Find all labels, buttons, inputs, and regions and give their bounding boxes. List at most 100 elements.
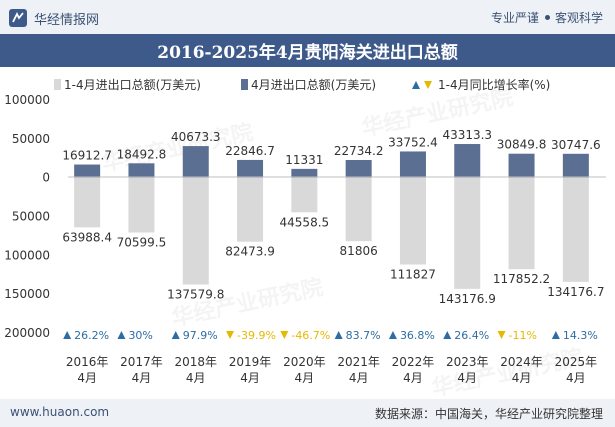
legend-swatch-month — [241, 79, 248, 90]
x-tick-label-month: 4月 — [77, 371, 97, 385]
month-value-label: 11331 — [285, 153, 323, 167]
cumulative-bar — [345, 177, 372, 242]
month-value-label: 40673.3 — [171, 130, 221, 144]
y-tick-label: 200000 — [4, 326, 50, 340]
footer-source: 数据来源：中国海关，华经产业研究院整理 — [374, 407, 603, 421]
month-bar — [562, 153, 589, 178]
growth-rate-label: 30% — [128, 329, 152, 342]
growth-rate-label: 36.8% — [400, 329, 435, 342]
cumulative-value-label: 111827 — [390, 268, 436, 282]
cumulative-bar — [562, 177, 589, 282]
y-axis: 100000 50000 0 50000 100000 150000 200000 — [4, 93, 50, 340]
growth-down-triangle-icon — [226, 331, 235, 339]
data-labels: 16912.7 63988.4 18492.8 70599.5 40673.3 13757… — [62, 128, 604, 306]
month-value-label: 43313.3 — [442, 128, 492, 142]
month-bar — [182, 146, 209, 178]
x-tick-label-month: 4月 — [566, 371, 586, 385]
slogan: 专业严谨 客观科学 — [491, 9, 603, 26]
month-value-label: 22846.7 — [225, 144, 275, 158]
x-tick-label-month: 4月 — [240, 371, 260, 385]
legend-label-month: 4月进出口总额(万美元) — [251, 78, 376, 92]
growth-down-triangle-icon — [497, 331, 506, 339]
growth-up-triangle-icon — [334, 331, 343, 339]
growth-rate-label: -46.7% — [291, 329, 330, 342]
x-tick-label-month: 4月 — [457, 371, 477, 385]
month-bar — [237, 159, 264, 178]
y-tick-label: 150000 — [4, 287, 50, 301]
cumulative-value-label: 63988.4 — [62, 230, 112, 244]
x-tick-label-year: 2019年 — [229, 355, 272, 369]
x-tick-label-month: 4月 — [512, 371, 532, 385]
x-tick-label-month: 4月 — [349, 371, 369, 385]
slogan-right: 客观科学 — [554, 11, 603, 25]
month-value-label: 30849.8 — [497, 138, 547, 152]
top-bar: 华经情报网 专业严谨 客观科学 — [0, 0, 615, 34]
cumulative-value-label: 44558.5 — [280, 215, 330, 229]
growth-up-triangle-icon — [171, 331, 180, 339]
y-tick-label: 0 — [42, 171, 50, 185]
cumulative-value-label: 117852.2 — [493, 272, 550, 286]
legend: 1-4月进出口总额(万美元) 4月进出口总额(万美元) 1-4月同比增长率(%) — [54, 77, 550, 92]
x-tick-label-year: 2017年 — [120, 355, 163, 369]
month-value-label: 22734.2 — [334, 144, 384, 158]
brand: 华经情报网 — [8, 8, 99, 28]
cumulative-value-label: 134176.7 — [547, 285, 604, 299]
cumulative-value-label: 82473.9 — [225, 245, 275, 259]
growth-up-triangle-icon — [551, 331, 560, 339]
month-bar — [74, 164, 101, 178]
x-tick-label-year: 2018年 — [174, 355, 217, 369]
slogan-dot-icon — [544, 15, 550, 20]
cumulative-bar — [508, 177, 535, 270]
cumulative-value-label: 143176.9 — [439, 292, 496, 306]
month-bar — [128, 163, 155, 178]
x-tick-label-month: 4月 — [295, 371, 315, 385]
legend-label-cumulative: 1-4月进出口总额(万美元) — [64, 78, 201, 92]
month-bar — [291, 168, 318, 178]
month-bars — [74, 144, 589, 178]
x-tick-label-year: 2016年 — [66, 355, 109, 369]
x-tick-label-month: 4月 — [132, 371, 152, 385]
growth-down-triangle-icon — [280, 331, 289, 339]
chart-title-bar: 2016-2025年4月贵阳海关进出口总额 — [0, 34, 615, 67]
month-value-label: 18492.8 — [117, 147, 167, 161]
y-tick-label: 50000 — [12, 132, 50, 146]
x-tick-label-year: 2023年 — [446, 355, 489, 369]
month-value-label: 16912.7 — [62, 149, 112, 163]
growth-up-triangle-icon — [443, 331, 452, 339]
y-tick-label: 100000 — [4, 93, 50, 107]
footer-url: www.huaon.com — [10, 405, 110, 419]
x-tick-label-year: 2021年 — [337, 355, 380, 369]
growth-rate-label: 83.7% — [346, 329, 381, 342]
cumulative-bar — [182, 177, 209, 285]
growth-rate-label: 14.3% — [563, 329, 598, 342]
x-tick-label-year: 2020年 — [283, 355, 326, 369]
month-bar — [454, 144, 481, 178]
month-value-label: 30747.6 — [551, 138, 601, 152]
growth-rate-label: -11% — [509, 329, 537, 342]
growth-labels: 26.2% 30% 97.9% -39.9% -46.7% 83.7% 36.8% 26.4%… — [63, 329, 598, 342]
cumulative-value-label: 137579.8 — [167, 288, 224, 302]
growth-rate-label: 26.4% — [454, 329, 489, 342]
growth-up-triangle-icon — [117, 331, 126, 339]
cumulative-value-label: 70599.5 — [117, 235, 167, 249]
growth-up-triangle-icon — [63, 331, 72, 339]
legend-swatch-cumulative — [54, 79, 61, 90]
chart-area: 1-4月进出口总额(万美元) 4月进出口总额(万美元) 1-4月同比增长率(%)… — [4, 77, 606, 385]
growth-up-triangle-icon — [388, 331, 397, 339]
legend-label-growth: 1-4月同比增长率(%) — [438, 77, 550, 92]
huajing-logo-icon — [9, 9, 27, 27]
cumulative-bar — [291, 177, 318, 213]
month-bar — [508, 153, 535, 178]
growth-rate-label: -39.9% — [237, 329, 276, 342]
legend-up-triangle-icon — [412, 81, 420, 89]
legend-down-triangle-icon — [424, 81, 432, 89]
y-tick-label: 50000 — [12, 210, 50, 224]
cumulative-value-label: 81806 — [340, 244, 378, 258]
cumulative-bar — [74, 177, 101, 228]
cumulative-bars — [74, 177, 589, 289]
month-bar — [399, 151, 426, 178]
chart-title: 2016-2025年4月贵阳海关进出口总额 — [157, 43, 458, 63]
x-tick-label-month: 4月 — [186, 371, 206, 385]
x-tick-label-year: 2024年 — [500, 355, 543, 369]
cumulative-bar — [454, 177, 481, 289]
